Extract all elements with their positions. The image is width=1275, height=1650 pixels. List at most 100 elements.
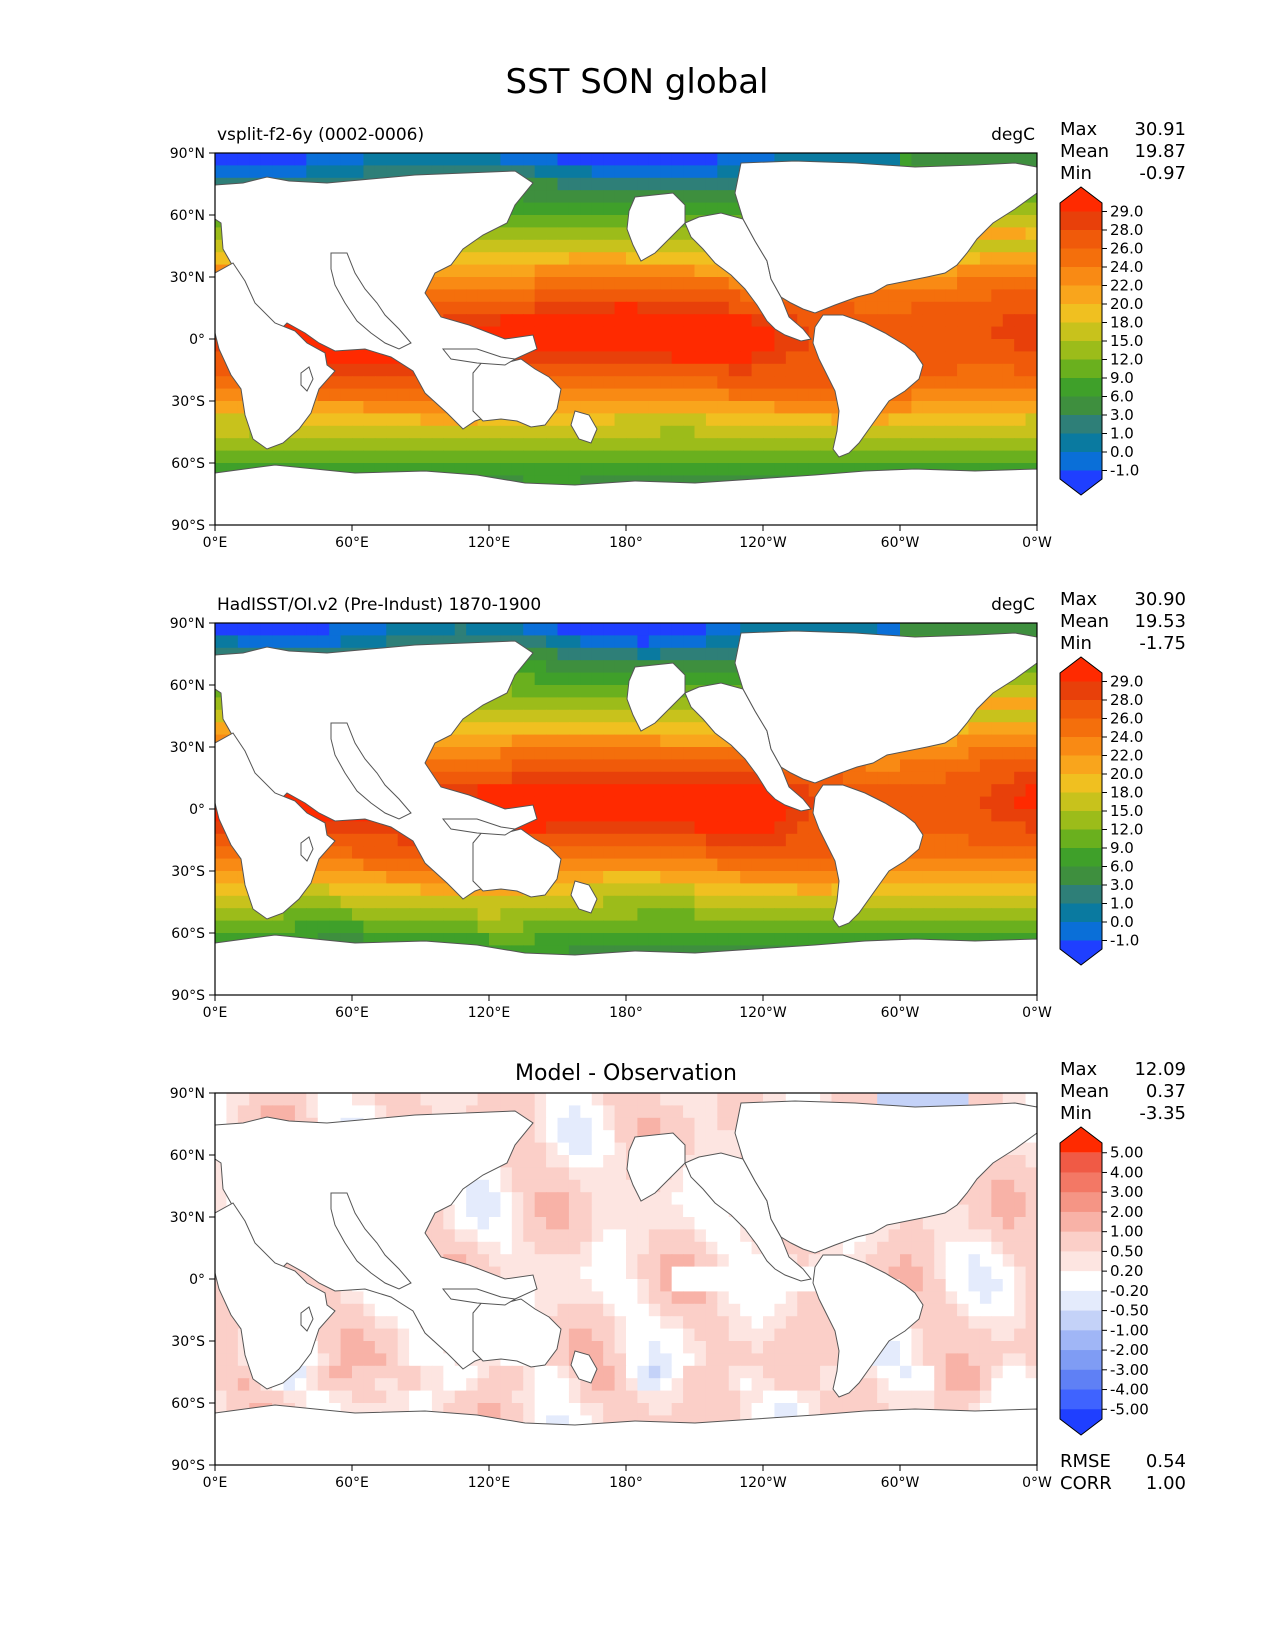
grid-cell — [763, 871, 776, 884]
grid-cell — [648, 363, 661, 377]
grid-cell — [557, 846, 570, 860]
grid-cell — [226, 425, 239, 439]
grid-cell — [900, 784, 913, 798]
grid-cell — [374, 833, 387, 847]
grid-cell — [352, 623, 365, 636]
grid-cell — [763, 920, 776, 934]
grid-cell — [1002, 858, 1015, 872]
grid-cell — [934, 301, 947, 315]
grid-cell — [922, 833, 935, 847]
grid-cell — [648, 858, 661, 872]
grid-cell — [580, 388, 593, 402]
grid-cell — [808, 908, 821, 922]
grid-cell — [294, 1105, 307, 1119]
grid-cell — [671, 363, 684, 377]
grid-cell — [409, 153, 422, 166]
grid-cell — [580, 1117, 593, 1131]
grid-cell — [591, 833, 604, 847]
grid-cell — [363, 401, 376, 414]
grid-cell — [922, 326, 935, 340]
grid-cell — [534, 1142, 547, 1156]
grid-cell — [603, 759, 616, 773]
grid-cell — [751, 871, 764, 884]
grid-cell — [671, 709, 684, 723]
grid-cell — [763, 388, 776, 402]
grid-cell — [957, 759, 970, 773]
grid-cell — [797, 883, 810, 897]
grid-cell — [603, 376, 616, 390]
grid-cell — [477, 895, 490, 909]
grid-cell — [751, 809, 764, 822]
grid-cell — [603, 363, 616, 377]
grid-cell — [272, 450, 285, 464]
grid-cell — [683, 883, 696, 897]
grid-cell — [591, 623, 604, 636]
grid-cell — [557, 363, 570, 377]
grid-cell — [991, 734, 1004, 748]
grid-cell — [705, 314, 718, 328]
grid-cell — [477, 252, 490, 266]
grid-cell — [865, 1093, 878, 1106]
grid-cell — [591, 177, 604, 191]
grid-cell — [568, 846, 581, 860]
grid-cell — [477, 425, 490, 439]
grid-cell — [340, 425, 353, 439]
grid-cell — [968, 301, 981, 315]
grid-cell — [386, 1105, 399, 1119]
grid-cell — [637, 933, 650, 946]
grid-cell — [774, 351, 787, 365]
grid-cell — [774, 450, 787, 464]
grid-cell — [968, 833, 981, 847]
grid-cell — [568, 215, 581, 228]
grid-cell — [534, 796, 547, 810]
grid-cell — [911, 908, 924, 922]
grid-cell — [1002, 871, 1015, 884]
grid-cell — [705, 920, 718, 934]
grid-cell — [1025, 153, 1037, 166]
grid-cell — [717, 660, 730, 674]
grid-cell — [991, 301, 1004, 315]
grid-cell — [1025, 388, 1037, 402]
colorbar-label: 29.0 — [1110, 203, 1143, 221]
grid-cell — [534, 264, 547, 278]
grid-cell — [511, 277, 524, 290]
grid-cell — [397, 871, 410, 884]
grid-cell — [340, 908, 353, 922]
grid-cell — [705, 635, 718, 649]
grid-cell — [363, 1093, 376, 1106]
grid-cell — [374, 153, 387, 166]
grid-cell — [614, 165, 627, 179]
grid-cell — [945, 796, 958, 810]
grid-cell — [546, 1093, 559, 1106]
grid-cell — [603, 722, 616, 736]
grid-cell — [591, 202, 604, 216]
grid-cell — [591, 1155, 604, 1168]
grid-cell — [877, 908, 890, 922]
grid-cell — [603, 895, 616, 909]
grid-cell — [763, 339, 776, 352]
grid-cell — [694, 821, 707, 835]
grid-cell — [683, 363, 696, 377]
grid-cell — [808, 463, 821, 476]
grid-cell — [489, 771, 502, 785]
grid-cell — [489, 277, 502, 290]
grid-cell — [694, 833, 707, 847]
colorbar-segment — [1060, 657, 1102, 682]
grid-cell — [1025, 722, 1037, 736]
stat-value: 30.91 — [1134, 119, 1186, 140]
grid-cell — [683, 190, 696, 204]
grid-cell — [945, 326, 958, 340]
grid-cell — [329, 401, 342, 414]
grid-cell — [774, 920, 787, 934]
grid-cell — [603, 425, 616, 439]
grid-cell — [900, 289, 913, 303]
grid-cell — [523, 734, 536, 748]
grid-cell — [523, 895, 536, 909]
grid-cell — [215, 252, 228, 266]
grid-cell — [694, 759, 707, 773]
grid-cell — [957, 858, 970, 872]
grid-cell — [694, 326, 707, 340]
grid-cell — [546, 264, 559, 278]
grid-cell — [968, 277, 981, 290]
grid-cell — [591, 326, 604, 340]
